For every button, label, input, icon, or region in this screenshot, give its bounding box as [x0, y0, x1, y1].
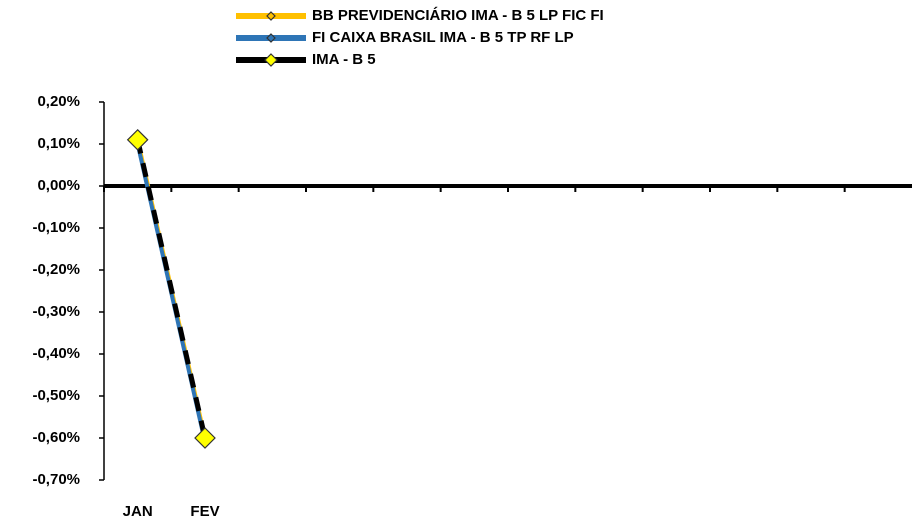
- y-tick-label: 0,20%: [37, 93, 80, 110]
- legend-marker: [264, 53, 278, 67]
- legend-marker: [266, 33, 276, 43]
- series-marker: [194, 427, 216, 449]
- y-tick-label: -0,50%: [32, 387, 80, 404]
- y-tick-label: -0,20%: [32, 261, 80, 278]
- x-tick-label: JAN: [123, 503, 153, 520]
- y-tick-label: -0,70%: [32, 471, 80, 488]
- legend-marker: [266, 11, 276, 21]
- legend-label: FI CAIXA BRASIL IMA - B 5 TP RF LP: [312, 29, 574, 46]
- y-tick-label: -0,10%: [32, 219, 80, 236]
- y-tick-label: -0,40%: [32, 345, 80, 362]
- y-tick-label: -0,30%: [32, 303, 80, 320]
- legend-label: IMA - B 5: [312, 51, 376, 68]
- y-tick-label: 0,00%: [37, 177, 80, 194]
- legend-label: BB PREVIDENCIÁRIO IMA - B 5 LP FIC FI: [312, 7, 604, 24]
- series-line: [135, 139, 208, 439]
- x-tick-label: FEV: [190, 503, 219, 520]
- y-tick-label: -0,60%: [32, 429, 80, 446]
- series-marker: [126, 128, 149, 151]
- y-tick-label: 0,10%: [37, 135, 80, 152]
